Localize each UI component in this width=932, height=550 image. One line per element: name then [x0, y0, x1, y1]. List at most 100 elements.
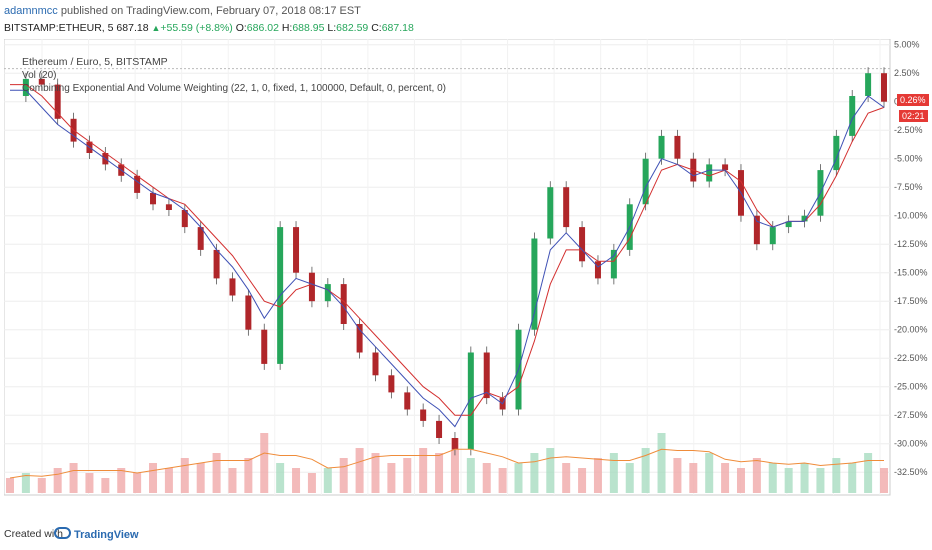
volume-bar: [164, 468, 173, 493]
low-value: 682.59: [336, 22, 369, 34]
x-tick-label: 21:00: [636, 500, 659, 501]
moving-average-red: [10, 84, 885, 416]
candle: [213, 249, 220, 279]
volume-bar: [323, 468, 332, 493]
volume-bar: [609, 453, 618, 493]
candle: [420, 409, 427, 421]
volume-bar: [21, 473, 30, 493]
x-tick-label: 03:00: [357, 500, 380, 501]
y-tick-label: -5.00%: [894, 154, 923, 164]
volume-bar: [292, 468, 301, 493]
low-label: L:: [327, 22, 337, 34]
candle: [134, 175, 141, 193]
y-tick-label: -20.00%: [894, 325, 928, 335]
close-value: 687.18: [381, 22, 414, 34]
x-tick-label: 09:00: [77, 500, 100, 501]
candle: [388, 375, 395, 393]
tradingview-logo[interactable]: TradingView: [54, 527, 139, 541]
candle: [38, 78, 45, 85]
x-tick-label: 21:00: [264, 500, 287, 501]
volume-bar: [37, 478, 46, 493]
candle: [467, 352, 474, 450]
candle: [674, 135, 681, 159]
chart-area[interactable]: 5.00%2.50%0.00%-2.50%-5.00%-7.50%-10.00%…: [4, 39, 930, 501]
candle: [372, 352, 379, 376]
volume-bar: [117, 468, 126, 493]
candle: [579, 227, 586, 262]
volume-bar: [387, 463, 396, 493]
quote-line: BITSTAMP:ETHEUR, 5 687.18 ▲+55.59 (+8.8%…: [4, 22, 414, 34]
candle: [785, 221, 792, 228]
x-tick-label: 15:00: [543, 500, 566, 501]
y-tick-label: 2.50%: [894, 68, 920, 78]
volume-bar: [578, 468, 587, 493]
volume-bar: [355, 448, 364, 493]
y-tick-label: -30.00%: [894, 439, 928, 449]
candle: [197, 227, 204, 250]
volume-bar: [482, 463, 491, 493]
y-tick-label: -32.50%: [894, 467, 928, 477]
candle: [150, 192, 157, 205]
volume-bar: [562, 463, 571, 493]
moving-average-blue: [10, 89, 885, 428]
volume-bar: [768, 463, 777, 493]
candle: [356, 324, 363, 353]
publish-text: published on TradingView.com, February 0…: [60, 5, 361, 17]
candle: [594, 261, 601, 279]
last-price: 687.18: [116, 22, 149, 34]
volume-bar: [339, 458, 348, 493]
volume-bar: [403, 458, 412, 493]
candle: [261, 329, 268, 364]
chart-header: adamnmcc published on TradingView.com, F…: [0, 0, 932, 38]
legend-title: Ethereum / Euro, 5, BITSTAMP: [22, 56, 168, 68]
y-tick-label: -7.50%: [894, 182, 923, 192]
countdown-tag: 02:21: [899, 110, 928, 122]
candle: [706, 164, 713, 182]
x-tick-label: 06:00: [403, 500, 426, 501]
created-with-text: Created with: [4, 528, 63, 540]
volume-bar: [864, 453, 873, 493]
author-link[interactable]: adamnmcc: [4, 5, 58, 17]
symbol-label: BITSTAMP:ETHEUR, 5: [4, 22, 114, 34]
candle: [54, 84, 61, 119]
plot-frame: [4, 39, 891, 496]
volume-bar: [260, 433, 269, 493]
candle: [22, 78, 29, 96]
y-tick-label: -25.00%: [894, 382, 928, 392]
legend-indicator: Combining Exponential And Volume Weighti…: [22, 83, 446, 94]
price-chart[interactable]: 5.00%2.50%0.00%-2.50%-5.00%-7.50%-10.00%…: [4, 39, 930, 501]
volume-bar: [514, 463, 523, 493]
volume-bar: [800, 463, 809, 493]
candle: [340, 284, 347, 324]
volume-bar: [196, 463, 205, 493]
volume-bar: [53, 468, 62, 493]
percent-tag: 0.26%: [897, 94, 929, 106]
y-tick-label: -2.50%: [894, 125, 923, 135]
candle: [229, 278, 236, 296]
x-tick-label: 12:00: [124, 500, 147, 501]
candle: [165, 204, 172, 210]
open-value: 686.02: [246, 22, 279, 34]
volume-bar: [276, 463, 285, 493]
volume-bar: [784, 468, 793, 493]
volume-bar: [69, 463, 78, 493]
volume-bar: [721, 463, 730, 493]
candle: [483, 352, 490, 399]
x-tick-label: 7: [691, 500, 696, 501]
candle: [181, 210, 188, 228]
candle: [324, 284, 331, 302]
volume-bar: [816, 468, 825, 493]
tradingview-brand: TradingView: [74, 529, 139, 541]
volume-bar: [848, 463, 857, 493]
candle: [753, 215, 760, 245]
volume-bar: [212, 453, 221, 493]
volume-bar: [244, 458, 253, 493]
candle: [245, 295, 252, 330]
volume-bar: [149, 463, 158, 493]
candle: [293, 227, 300, 273]
volume-bar: [673, 458, 682, 493]
candle: [865, 73, 872, 96]
footer: Created with TradingView: [0, 518, 932, 550]
publish-line: adamnmcc published on TradingView.com, F…: [4, 5, 361, 17]
volume-bar: [371, 453, 380, 493]
